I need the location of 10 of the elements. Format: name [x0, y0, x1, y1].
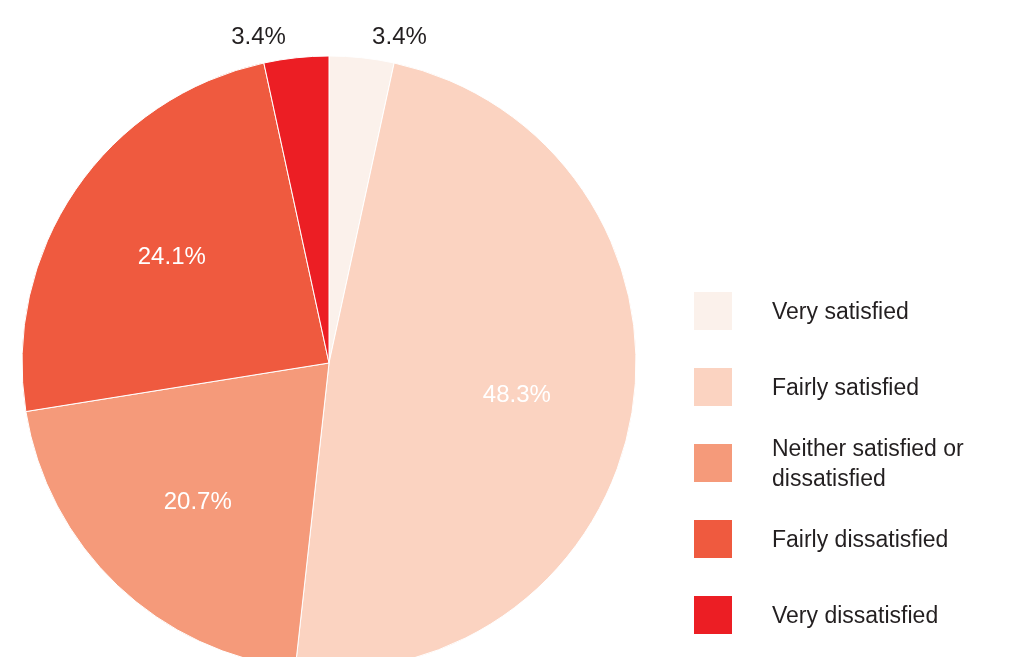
legend-label: Very dissatisfied: [772, 601, 940, 630]
data-label: 3.4%: [231, 22, 286, 50]
data-label: 3.4%: [372, 22, 427, 50]
data-label: 24.1%: [137, 242, 206, 270]
legend-label: Neither satisfied or dissatisfied: [772, 434, 965, 493]
legend-label: Fairly satisfied: [772, 373, 920, 402]
legend-label: Fairly dissatisfied: [772, 525, 950, 554]
data-label: 48.3%: [482, 380, 551, 408]
legend-label: Very satisfied: [772, 297, 910, 326]
data-label: 20.7%: [163, 487, 232, 515]
